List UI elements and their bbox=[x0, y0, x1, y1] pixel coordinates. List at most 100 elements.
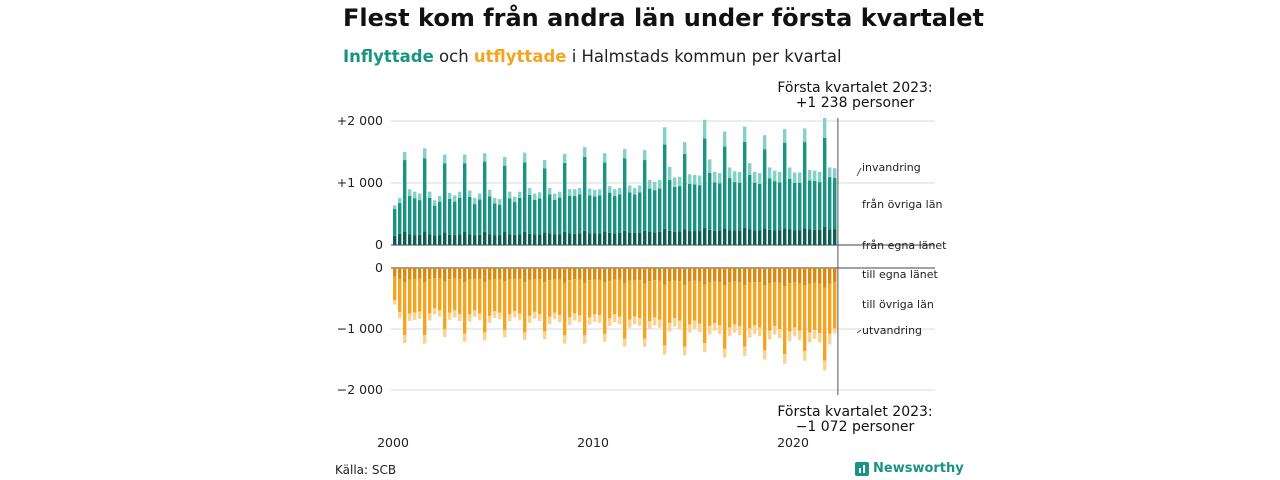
bar-in-immigration bbox=[613, 189, 617, 197]
bar-out-other bbox=[423, 282, 427, 336]
bar-out-own bbox=[793, 268, 797, 283]
bar-out-emigration bbox=[643, 338, 647, 347]
bar-in-own bbox=[823, 227, 827, 245]
bar-in-immigration bbox=[578, 187, 582, 195]
bar-out-own bbox=[658, 268, 662, 281]
bar-in-immigration bbox=[723, 131, 727, 147]
bar-out-emigration bbox=[788, 331, 792, 342]
bar-out-other bbox=[463, 282, 467, 334]
bar-in-other bbox=[578, 194, 582, 234]
bar-in-other bbox=[483, 161, 487, 232]
bar-in-own bbox=[433, 235, 437, 245]
bar-out-own bbox=[648, 268, 652, 282]
bar-in-own bbox=[808, 229, 812, 245]
bar-in-immigration bbox=[808, 169, 812, 181]
bar-in-immigration bbox=[653, 181, 657, 191]
bar-in-other bbox=[718, 183, 722, 231]
bar-in-other bbox=[588, 195, 592, 234]
bar-out-emigration bbox=[743, 346, 747, 356]
bar-in-own bbox=[783, 228, 787, 245]
bar-in-own bbox=[523, 231, 527, 245]
bar-in-other bbox=[583, 156, 587, 231]
bar-out-other bbox=[533, 278, 537, 312]
bar-out-emigration bbox=[393, 300, 397, 305]
bar-out-other bbox=[543, 282, 547, 332]
bar-out-own bbox=[753, 268, 757, 283]
bar-out-own bbox=[563, 268, 567, 283]
bar-in-immigration bbox=[803, 128, 807, 143]
bar-in-own bbox=[728, 230, 732, 245]
bar-out-own bbox=[633, 268, 637, 280]
bar-out-other bbox=[413, 278, 417, 313]
series-label: från övriga län bbox=[862, 198, 942, 211]
bar-in-own bbox=[743, 227, 747, 245]
bar-out-own bbox=[538, 268, 542, 280]
bar-out-emigration bbox=[438, 310, 442, 317]
bar-out-emigration bbox=[453, 310, 457, 318]
bar-in-immigration bbox=[468, 190, 472, 197]
bar-in-own bbox=[738, 230, 742, 245]
bar-out-emigration bbox=[443, 329, 447, 337]
bar-out-own bbox=[578, 268, 582, 280]
bar-out-other bbox=[633, 279, 637, 317]
bar-in-immigration bbox=[768, 167, 772, 179]
bar-out-emigration bbox=[708, 325, 712, 335]
bar-in-other bbox=[673, 187, 677, 232]
bar-in-other bbox=[518, 197, 522, 235]
bar-out-other bbox=[798, 282, 802, 331]
bar-in-other bbox=[638, 192, 642, 233]
bar-in-other bbox=[623, 158, 627, 231]
bar-out-emigration bbox=[798, 330, 802, 340]
bar-out-own bbox=[438, 268, 442, 279]
bar-out-emigration bbox=[548, 316, 552, 325]
series-label: från egna länet bbox=[862, 239, 947, 252]
bar-out-other bbox=[658, 280, 662, 320]
bar-in-own bbox=[598, 233, 602, 245]
bar-out-own bbox=[428, 268, 432, 280]
bar-in-other bbox=[473, 204, 477, 236]
bar-in-other bbox=[693, 184, 697, 232]
bar-in-immigration bbox=[608, 186, 612, 193]
bar-out-emigration bbox=[688, 324, 692, 333]
bar-out-emigration bbox=[623, 338, 627, 347]
bar-out-other bbox=[628, 280, 632, 320]
bar-in-immigration bbox=[643, 150, 647, 161]
bar-in-other bbox=[788, 178, 792, 230]
bar-in-own bbox=[553, 234, 557, 245]
bar-out-emigration bbox=[758, 327, 762, 337]
bar-in-other bbox=[653, 190, 657, 233]
bar-out-other bbox=[623, 283, 627, 339]
bar-in-other bbox=[598, 195, 602, 234]
bar-in-immigration bbox=[398, 197, 402, 203]
bar-in-other bbox=[728, 178, 732, 231]
bar-in-immigration bbox=[543, 160, 547, 169]
bar-in-other bbox=[453, 201, 457, 236]
bar-out-other bbox=[813, 282, 817, 330]
bar-in-own bbox=[578, 233, 582, 245]
bar-in-immigration bbox=[708, 159, 712, 173]
bar-in-immigration bbox=[538, 192, 542, 199]
bar-in-own bbox=[828, 229, 832, 245]
bar-in-other bbox=[458, 197, 462, 235]
bar-out-other bbox=[833, 282, 837, 329]
bar-in-immigration bbox=[823, 117, 827, 138]
bar-in-other bbox=[543, 168, 547, 233]
bar-out-other bbox=[678, 281, 682, 321]
bar-out-own bbox=[663, 268, 667, 285]
bar-in-own bbox=[403, 231, 407, 245]
bar-out-own bbox=[593, 268, 597, 280]
bar-out-other bbox=[468, 279, 472, 315]
bar-in-other bbox=[438, 201, 442, 236]
bar-out-other bbox=[588, 280, 592, 318]
bar-out-own bbox=[738, 268, 742, 283]
y-tick-label: +2 000 bbox=[337, 113, 383, 128]
bar-in-immigration bbox=[698, 175, 702, 186]
bar-in-immigration bbox=[818, 171, 822, 183]
bar-out-emigration bbox=[478, 313, 482, 321]
bar-out-own bbox=[743, 268, 747, 286]
bar-out-emigration bbox=[398, 311, 402, 319]
bar-in-immigration bbox=[433, 200, 437, 206]
bar-in-own bbox=[468, 234, 472, 245]
bar-out-own bbox=[443, 268, 447, 282]
